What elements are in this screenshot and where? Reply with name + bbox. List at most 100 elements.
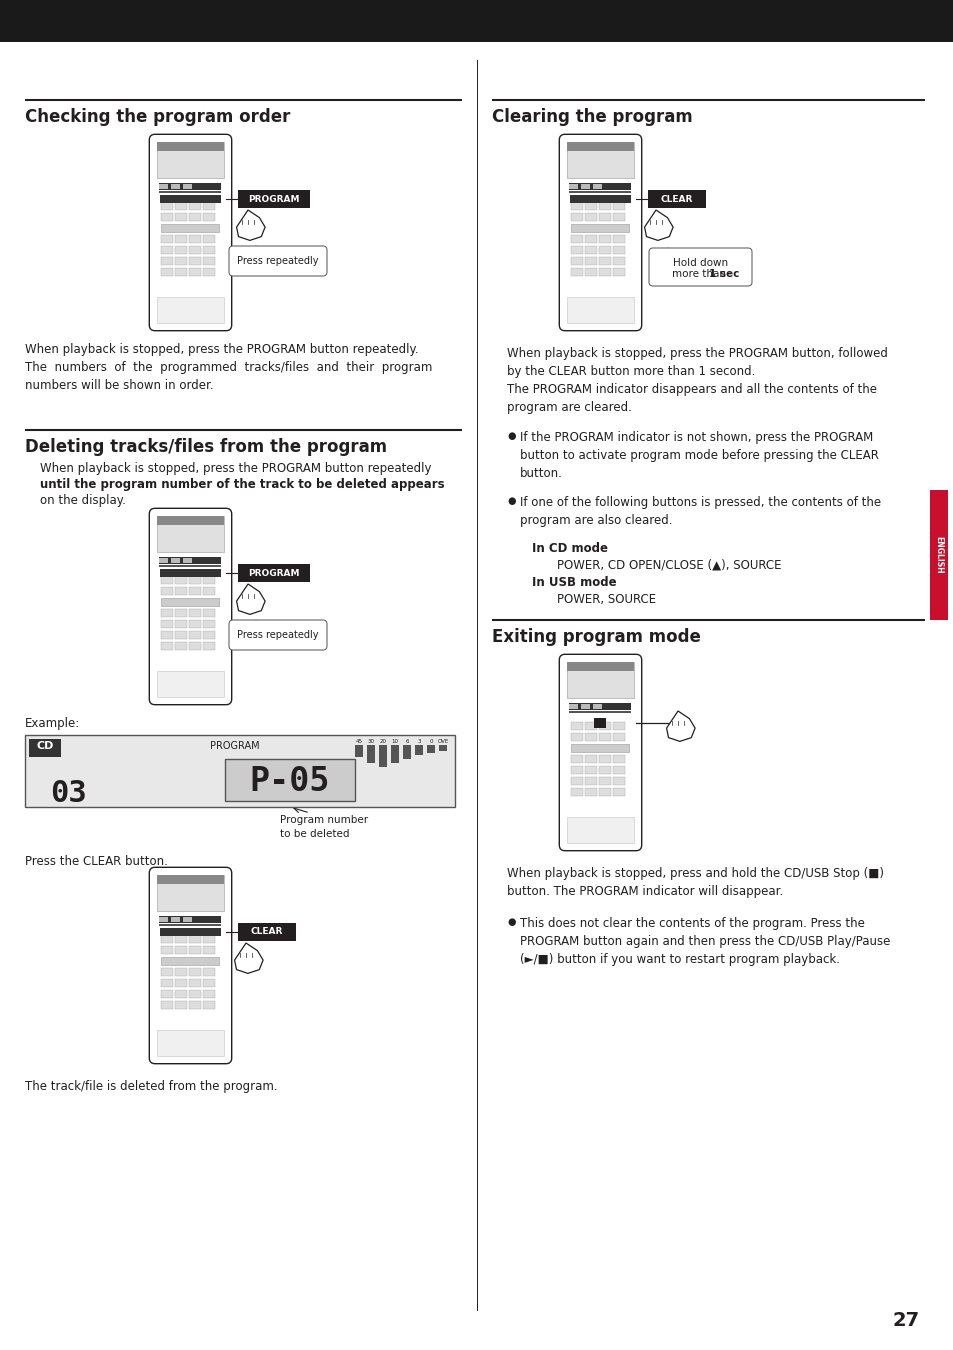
Bar — [571, 765, 582, 774]
Bar — [613, 246, 624, 254]
Bar — [161, 620, 172, 628]
Bar — [189, 620, 201, 628]
Bar — [203, 620, 214, 628]
Bar — [613, 722, 624, 730]
Bar — [203, 936, 214, 944]
Text: ●: ● — [506, 495, 515, 506]
Bar — [157, 516, 224, 552]
Text: ENGLISH: ENGLISH — [934, 536, 943, 574]
Bar — [613, 256, 624, 265]
Bar — [571, 755, 582, 763]
Text: CLEAR: CLEAR — [251, 927, 283, 937]
Bar — [189, 256, 201, 265]
Bar — [183, 558, 192, 563]
Bar — [160, 927, 221, 936]
Bar — [157, 142, 224, 151]
Bar — [613, 235, 624, 243]
Bar — [189, 246, 201, 254]
Bar — [161, 213, 172, 221]
Bar — [203, 269, 214, 275]
Bar — [189, 979, 201, 987]
Text: 03: 03 — [51, 779, 88, 809]
Bar — [647, 190, 705, 208]
Bar — [571, 778, 582, 784]
Polygon shape — [236, 585, 265, 614]
Bar — [598, 733, 610, 741]
Bar — [159, 917, 168, 922]
Text: Hold down: Hold down — [672, 258, 727, 269]
Bar — [438, 745, 447, 751]
Bar — [571, 744, 628, 752]
FancyBboxPatch shape — [558, 134, 641, 331]
Bar — [598, 765, 610, 774]
Bar — [569, 194, 630, 202]
Bar — [189, 576, 201, 585]
Bar — [237, 923, 295, 941]
Bar — [174, 609, 187, 617]
Bar — [378, 745, 387, 767]
Bar — [174, 269, 187, 275]
Bar — [161, 256, 172, 265]
Bar — [174, 990, 187, 998]
Text: When playback is stopped, press and hold the CD/USB Stop (■)
button. The PROGRAM: When playback is stopped, press and hold… — [506, 867, 883, 898]
Text: ●: ● — [506, 431, 515, 441]
FancyBboxPatch shape — [648, 248, 751, 286]
FancyBboxPatch shape — [229, 620, 327, 649]
Text: PROGRAM: PROGRAM — [210, 741, 259, 751]
Bar — [189, 968, 201, 976]
Bar — [159, 184, 168, 189]
Bar — [584, 213, 597, 221]
Text: If one of the following buttons is pressed, the contents of the
program are also: If one of the following buttons is press… — [519, 495, 881, 526]
Bar — [159, 190, 221, 193]
Text: 20: 20 — [379, 738, 386, 744]
Bar — [598, 202, 610, 211]
Bar — [174, 246, 187, 254]
Bar — [584, 778, 597, 784]
Bar — [189, 213, 201, 221]
Bar — [568, 184, 578, 189]
Text: When playback is stopped, press the PROGRAM button repeatedly.
The  numbers  of : When playback is stopped, press the PROG… — [25, 343, 432, 391]
Text: 30: 30 — [367, 738, 375, 744]
Bar — [598, 213, 610, 221]
Bar — [929, 490, 947, 620]
Text: until the program number of the track to be deleted appears: until the program number of the track to… — [40, 478, 444, 491]
Bar — [161, 224, 219, 232]
Text: In CD mode: In CD mode — [532, 541, 607, 555]
Text: When playback is stopped, press the PROGRAM button repeatedly: When playback is stopped, press the PROG… — [40, 462, 431, 475]
Text: In USB mode: In USB mode — [532, 576, 616, 589]
Bar — [571, 246, 582, 254]
Text: POWER, SOURCE: POWER, SOURCE — [557, 593, 656, 606]
Bar — [157, 1030, 224, 1056]
Bar — [566, 142, 634, 178]
Bar — [159, 917, 221, 923]
Bar — [157, 875, 224, 911]
Bar — [161, 609, 172, 617]
Bar — [157, 297, 224, 323]
FancyBboxPatch shape — [149, 134, 232, 331]
Bar — [613, 755, 624, 763]
Bar — [203, 990, 214, 998]
Bar — [580, 703, 589, 709]
Bar — [174, 1000, 187, 1008]
Bar — [0, 0, 953, 42]
Bar — [566, 662, 634, 671]
Bar — [367, 745, 375, 763]
Text: Checking the program order: Checking the program order — [25, 108, 290, 126]
Bar — [157, 671, 224, 697]
Text: Exiting program mode: Exiting program mode — [492, 628, 700, 647]
Bar — [161, 235, 172, 243]
Bar — [571, 224, 628, 232]
Bar — [584, 269, 597, 275]
Bar — [203, 643, 214, 649]
Bar — [613, 788, 624, 796]
Bar — [584, 202, 597, 211]
Bar — [203, 213, 214, 221]
Polygon shape — [236, 211, 265, 240]
Bar — [593, 703, 601, 709]
Bar — [203, 968, 214, 976]
Bar — [598, 246, 610, 254]
Bar — [29, 738, 61, 757]
Bar — [174, 587, 187, 595]
Bar — [203, 587, 214, 595]
Bar — [174, 946, 187, 954]
